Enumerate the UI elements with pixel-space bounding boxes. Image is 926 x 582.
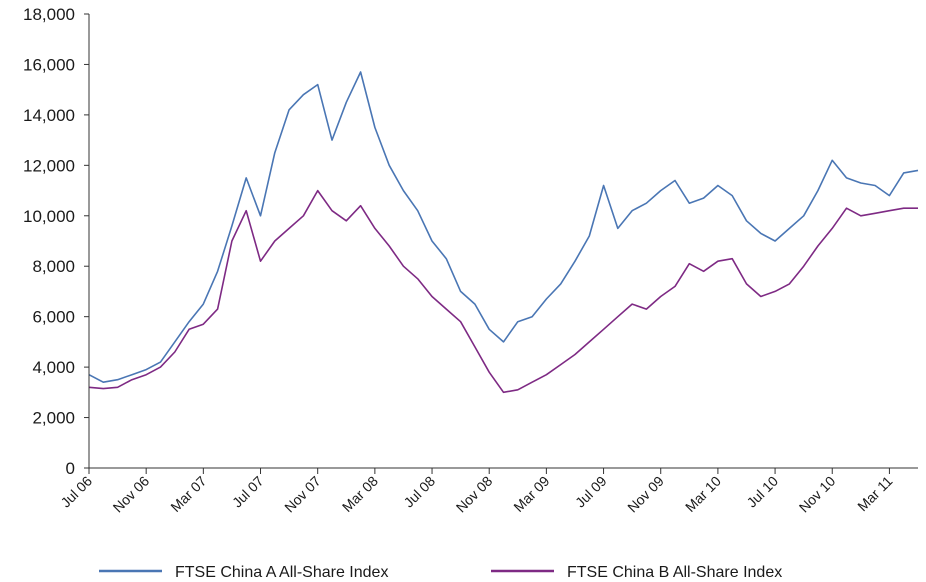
y-tick-label: 16,000 bbox=[23, 55, 75, 74]
y-axis-ticks bbox=[84, 13, 89, 469]
y-tick-label: 2,000 bbox=[32, 409, 75, 428]
series-line-china-a bbox=[88, 71, 919, 384]
y-axis-tick-labels: 0 2,000 4,000 6,000 8,000 10,000 12,000 14,000 1… bbox=[23, 5, 75, 478]
x-tick-label: Mar 08 bbox=[339, 473, 381, 515]
x-tick-label: Jul 06 bbox=[57, 473, 95, 511]
x-tick-label: Nov 06 bbox=[110, 473, 153, 516]
x-tick-label: Nov 10 bbox=[796, 473, 839, 516]
x-tick-label: Jul 08 bbox=[400, 473, 438, 511]
x-tick-label: Nov 07 bbox=[281, 473, 324, 516]
y-tick-label: 14,000 bbox=[23, 106, 75, 125]
x-axis-tick-labels: Jul 06 Nov 06 Mar 07 Jul 07 Nov 07 Mar 08 Jul … bbox=[57, 473, 895, 516]
y-tick-label: 12,000 bbox=[23, 156, 75, 175]
x-tick-label: Mar 10 bbox=[682, 473, 724, 515]
x-tick-label: Mar 11 bbox=[854, 473, 896, 515]
y-tick-label: 8,000 bbox=[32, 257, 75, 276]
y-tick-label: 4,000 bbox=[32, 358, 75, 377]
x-tick-label: Jul 09 bbox=[572, 473, 610, 511]
legend-label: FTSE China B All-Share Index bbox=[567, 564, 782, 581]
y-tick-label: 6,000 bbox=[32, 308, 75, 327]
x-tick-label: Nov 09 bbox=[624, 473, 667, 516]
legend: FTSE China A All-Share Index FTSE China B… bbox=[99, 564, 782, 581]
x-tick-label: Jul 07 bbox=[229, 473, 267, 511]
x-tick-label: Mar 09 bbox=[510, 473, 552, 515]
x-axis-ticks bbox=[88, 468, 890, 474]
series-line-china-b bbox=[88, 189, 918, 394]
legend-label: FTSE China A All-Share Index bbox=[175, 564, 388, 581]
x-tick-label: Jul 10 bbox=[743, 473, 781, 511]
x-tick-label: Mar 07 bbox=[167, 473, 209, 515]
y-tick-label: 0 bbox=[66, 459, 75, 478]
y-tick-label: 18,000 bbox=[23, 5, 75, 24]
x-tick-label: Nov 08 bbox=[453, 473, 496, 516]
series-lines bbox=[88, 71, 919, 394]
y-tick-label: 10,000 bbox=[23, 207, 75, 226]
